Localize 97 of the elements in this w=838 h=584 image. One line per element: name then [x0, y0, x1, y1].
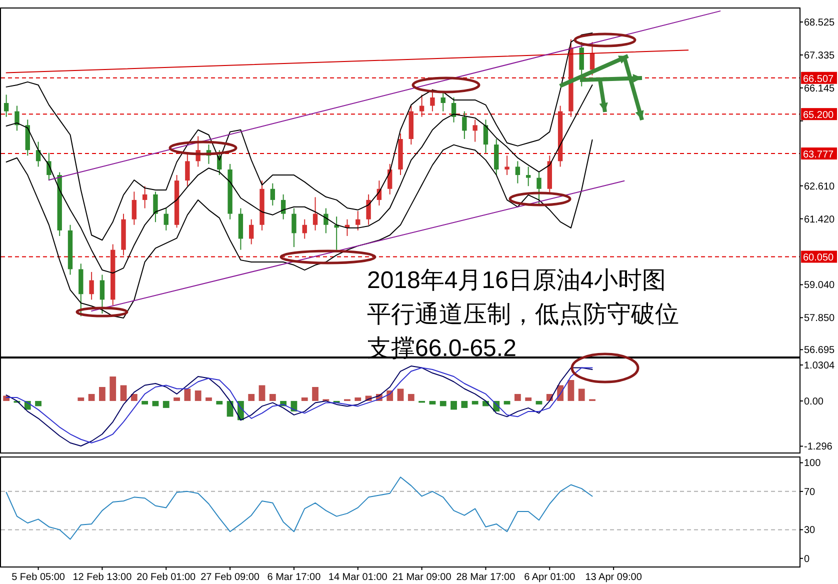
y-tick-label: 61.420 — [804, 214, 836, 226]
bar — [450, 400, 457, 410]
candlestick — [536, 172, 542, 206]
line-series — [6, 476, 593, 540]
x-tick-label: 12 Feb 13:00 — [72, 572, 132, 583]
y-tick-label: 100 — [804, 458, 822, 470]
x-tick-label: 6 Mar 17:00 — [267, 572, 322, 583]
candlestick — [142, 186, 148, 209]
y-tick-label: 62.610 — [804, 181, 836, 192]
candlestick — [440, 91, 446, 112]
bar — [504, 400, 510, 404]
candlestick — [89, 271, 94, 300]
candlestick — [185, 152, 190, 187]
ref-line-label: 63.777 — [803, 150, 834, 160]
candlestick — [483, 119, 488, 154]
x-tick-label: 6 Apr 01:00 — [524, 572, 576, 583]
bar — [440, 400, 446, 406]
candlestick — [451, 96, 456, 123]
candlestick — [312, 196, 318, 231]
candlestick — [366, 194, 371, 226]
bar — [461, 400, 468, 408]
annotation: 2018年4月16日原油4小时图 — [367, 267, 666, 294]
ref-line-label: 66.507 — [803, 74, 834, 85]
bar — [162, 400, 170, 408]
y-tick-label: -1.296 — [804, 442, 833, 453]
bar — [88, 394, 95, 401]
bar — [99, 386, 106, 401]
bar — [578, 388, 585, 401]
bar — [269, 394, 276, 401]
bar — [130, 394, 138, 401]
annotation: 平行通道压制，低点防守破位 — [367, 301, 679, 328]
candlestick — [249, 218, 254, 245]
bar — [174, 397, 180, 401]
bar — [194, 390, 202, 401]
candlestick — [430, 88, 435, 112]
candlestick — [302, 218, 307, 240]
candlestick — [132, 191, 137, 226]
candlestick — [100, 274, 105, 314]
bar — [216, 400, 223, 404]
x-tick-label: 28 Mar 17:00 — [456, 572, 516, 583]
y-tick-label: 57.850 — [804, 313, 836, 324]
bar — [354, 397, 362, 401]
bar — [142, 400, 148, 404]
y-tick-label: 1.0304 — [804, 360, 836, 372]
bar — [184, 388, 191, 401]
candlestick — [14, 105, 20, 132]
bar — [78, 397, 84, 401]
line-series — [6, 32, 593, 241]
candlestick — [462, 110, 467, 140]
bar — [514, 394, 521, 401]
y-tick-label: 59.040 — [804, 280, 836, 292]
candlestick — [280, 194, 286, 220]
y-tick-label: 0 — [804, 554, 810, 565]
bar — [525, 397, 532, 401]
candlestick — [515, 160, 520, 184]
candlestick — [504, 155, 510, 176]
bar — [120, 385, 127, 401]
bar — [429, 400, 436, 404]
candlestick — [526, 166, 531, 187]
candlestick — [419, 94, 424, 118]
y-tick-label: 56.695 — [804, 345, 836, 356]
bar — [152, 400, 159, 406]
bar — [35, 400, 42, 406]
candlestick — [356, 210, 360, 231]
ref-line-label: 65.200 — [803, 110, 834, 122]
y-tick-label: 68.525 — [804, 17, 836, 28]
y-tick-label: 67.335 — [804, 50, 836, 62]
x-tick-label: 27 Feb 09:00 — [200, 572, 260, 583]
x-tick-label: 21 Mar 09:00 — [392, 572, 452, 583]
y-tick-label: 70 — [804, 486, 816, 498]
bar — [110, 376, 116, 401]
x-tick-label: 13 Apr 09:00 — [585, 572, 642, 583]
y-tick-label: 66.145 — [804, 83, 836, 94]
candlestick — [164, 208, 168, 231]
bar — [312, 386, 318, 401]
bar — [397, 388, 404, 401]
candlestick — [324, 208, 328, 234]
y-tick-label: 0.00 — [804, 396, 824, 408]
candlestick — [472, 119, 478, 142]
candlestick — [4, 94, 9, 118]
y-tick-label: 30 — [804, 525, 816, 536]
bar — [206, 397, 212, 401]
x-tick-label: 20 Feb 01:00 — [136, 572, 196, 583]
bar — [301, 397, 308, 401]
bar — [472, 400, 478, 404]
candlestick — [270, 182, 276, 206]
bar — [568, 380, 574, 401]
candlestick — [153, 191, 158, 223]
bar — [536, 400, 542, 404]
bar — [248, 394, 255, 401]
ref-line-label: 60.050 — [803, 252, 834, 264]
candlestick — [292, 208, 296, 248]
x-tick-label: 14 Mar 01:00 — [328, 572, 388, 583]
bar — [258, 385, 266, 401]
bar — [408, 394, 414, 401]
x-tick-label: 5 Feb 05:00 — [12, 572, 66, 583]
candlestick — [590, 42, 595, 76]
